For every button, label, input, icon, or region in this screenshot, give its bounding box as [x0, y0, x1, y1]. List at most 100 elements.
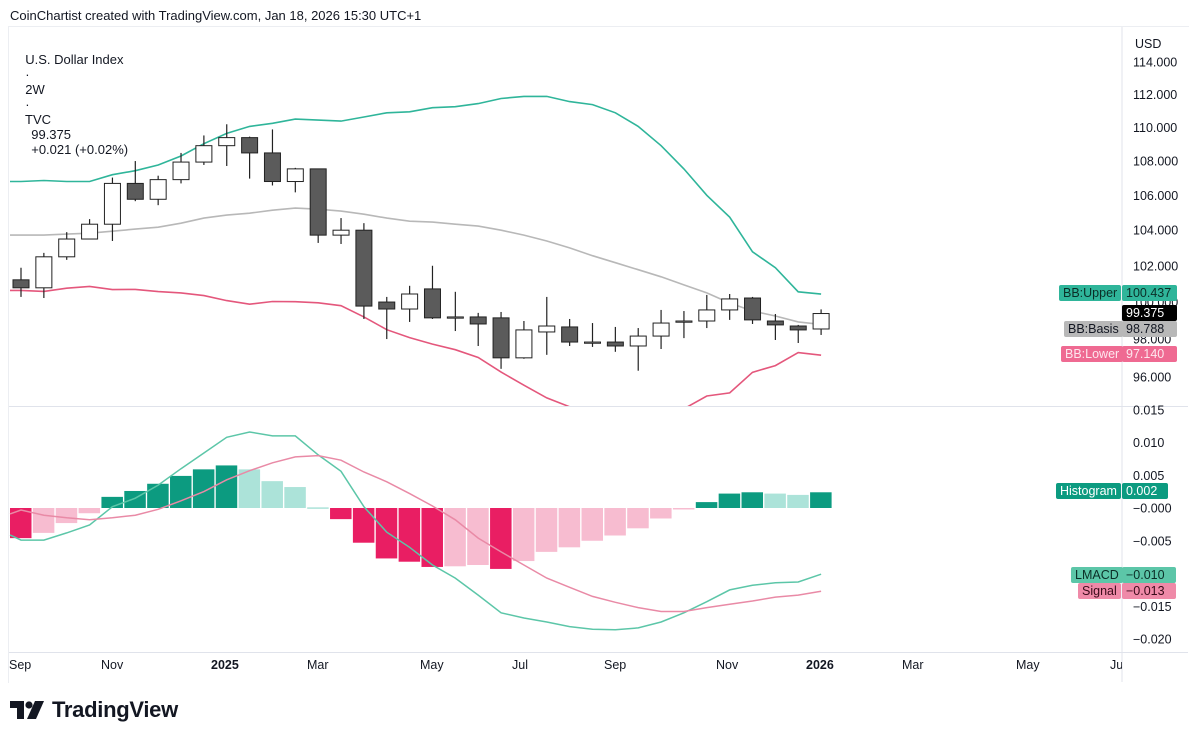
histogram-bar: [238, 469, 261, 508]
price-pane[interactable]: [10, 95, 830, 426]
candle: [584, 323, 601, 347]
candle: [218, 124, 236, 166]
candle: [561, 318, 579, 346]
candle: [81, 219, 99, 240]
candle: [286, 167, 304, 193]
price-tick-label: 110.000: [1133, 121, 1177, 135]
time-tick-label: May: [1016, 658, 1040, 672]
candle-body-up: [652, 322, 670, 337]
histogram-bar: [352, 508, 375, 543]
histogram-bar: [375, 508, 398, 559]
candle: [721, 294, 739, 320]
bb-basis-value: 98.788: [1122, 321, 1177, 337]
histogram-bar: [421, 508, 443, 567]
histogram-bar: [444, 508, 466, 567]
tradingview-wordmark: TradingView: [52, 697, 178, 722]
time-tick-label: 2026: [806, 658, 834, 672]
histogram-value: 0.002: [1122, 483, 1168, 499]
legend-separator: ·: [25, 67, 30, 82]
candle: [766, 313, 784, 340]
candle-body-up: [538, 325, 556, 333]
price-tick-label: 112.000: [1133, 88, 1177, 102]
candle-body-down: [423, 288, 441, 319]
candle-body-up: [401, 293, 419, 310]
legend-price: 99.375: [31, 127, 71, 142]
macd-axis[interactable]: 0.015 0.010 0.005 −0.000 −0.005 −0.015 −0.020: [1133, 403, 1172, 646]
time-tick-label: May: [420, 658, 444, 672]
candle-body-down: [766, 320, 784, 326]
candle: [126, 161, 144, 202]
histogram-bar: [764, 493, 786, 508]
candle-body-up: [332, 229, 350, 236]
candle: [446, 291, 464, 332]
candle: [401, 285, 419, 322]
candle: [606, 326, 624, 352]
macd-tick-label: −0.000: [1133, 502, 1172, 516]
candle-body-down: [469, 316, 487, 325]
candle-body-down: [263, 152, 281, 183]
candle-body-up: [172, 161, 190, 181]
price-tick-label: 106.000: [1133, 189, 1178, 203]
candle-body-up: [584, 341, 601, 344]
macd-pane[interactable]: [9, 431, 832, 631]
histogram-bar: [170, 475, 192, 508]
candle-body-down: [309, 168, 327, 236]
histogram-bar: [215, 465, 238, 508]
legend-change: +0.021 (+0.02%): [31, 142, 129, 157]
histogram-bar: [581, 508, 603, 541]
histogram-bar: [810, 492, 832, 508]
candle: [629, 328, 647, 371]
histogram-bar: [330, 508, 352, 520]
histogram-bar: [672, 508, 695, 510]
candle: [58, 232, 76, 260]
time-tick-label: Jul: [512, 658, 528, 672]
candle-body-up: [698, 309, 716, 322]
legend-separator: ·: [25, 97, 30, 112]
histogram-bar: [398, 508, 421, 562]
lmacd-tag: LMACD: [1071, 567, 1123, 583]
histogram-bar: [558, 508, 581, 548]
time-tick-label: Sep: [9, 658, 31, 672]
histogram-bar: [147, 483, 169, 508]
histogram-bar: [78, 508, 101, 514]
bb-upper-value: 100.437: [1122, 285, 1177, 301]
candle-body-down: [789, 325, 807, 331]
histogram-bar: [650, 508, 672, 519]
price-tick-label: 96.000: [1133, 370, 1171, 384]
macd-tick-label: −0.020: [1133, 633, 1172, 647]
candle-body-up: [149, 179, 167, 200]
candle-body-down: [126, 182, 144, 200]
bb-basis-line: [10, 207, 822, 326]
candle: [355, 223, 373, 319]
currency-label[interactable]: USD: [1135, 37, 1161, 51]
time-tick-label: Jul: [1110, 658, 1126, 672]
histogram-bar: [695, 502, 718, 508]
histogram-bar: [787, 494, 809, 508]
time-tick-label: Nov: [101, 658, 124, 672]
candle-body-down: [355, 229, 373, 307]
candle: [149, 175, 167, 206]
histogram-bar: [604, 508, 626, 536]
time-axis[interactable]: Sep Nov 2025 Mar May Jul Sep Nov 2026 Mar May Jul: [9, 658, 1126, 672]
candle: [195, 135, 213, 165]
candle-body-up: [515, 329, 533, 359]
tradingview-branding[interactable]: TradingView: [10, 697, 178, 723]
last-price-tag: 99.375: [1122, 305, 1177, 321]
price-tick-label: 108.000: [1133, 155, 1178, 169]
histogram-bar: [718, 493, 741, 508]
histogram-bar: [627, 508, 649, 529]
time-tick-label: Nov: [716, 658, 739, 672]
candle-body-up: [81, 223, 99, 240]
signal-value: −0.013: [1122, 583, 1176, 599]
bb-lower-tag: BB:Lower: [1061, 346, 1124, 362]
histogram-bar: [467, 508, 489, 565]
candle-body-down: [492, 317, 510, 359]
macd-tick-label: −0.005: [1133, 534, 1172, 548]
symbol-legend[interactable]: U.S. Dollar Index · 2W · TVC 99.375 +0.0…: [18, 37, 128, 157]
tradingview-logo-icon: [10, 701, 44, 719]
histogram-bar: [10, 508, 32, 539]
candle-body-down: [606, 341, 624, 347]
histogram-bar: [512, 508, 535, 562]
candle-body-up: [35, 256, 53, 289]
